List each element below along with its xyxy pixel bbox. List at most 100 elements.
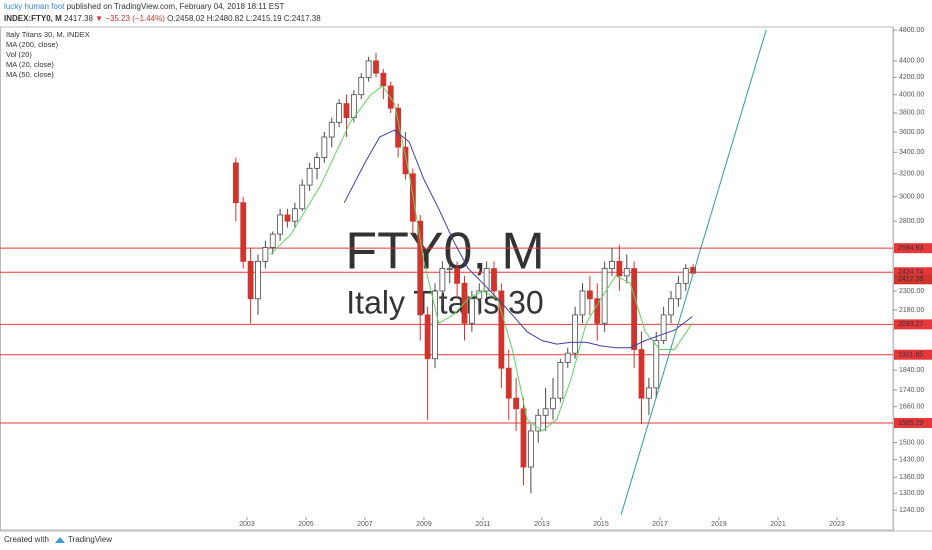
ma-line <box>343 129 693 349</box>
candle-body <box>328 121 335 138</box>
x-tick-label: 2013 <box>534 521 550 528</box>
candle-body <box>601 268 608 324</box>
candle-body <box>513 397 520 410</box>
candle-body <box>623 268 630 277</box>
candle-body <box>668 298 674 316</box>
x-tick-label: 2017 <box>652 521 668 528</box>
legend-entry: MA (20, close) <box>6 60 54 69</box>
level-label: 2594.93 <box>898 245 923 252</box>
level-label: 2424.74 <box>898 269 923 276</box>
candle-body <box>395 107 402 148</box>
candle-body <box>269 233 276 248</box>
footer-brand[interactable]: TradingView <box>68 535 112 544</box>
header-line-1: lucky human foot published on TradingVie… <box>4 2 284 11</box>
footer-created: Created with <box>4 535 49 544</box>
ohlc-high: H:2480.82 <box>207 14 244 23</box>
level-tag <box>894 267 932 278</box>
y-tick-label: 2300.00 <box>899 288 924 295</box>
candle-body <box>365 60 372 78</box>
symbol: INDEX:FTY0, M <box>4 14 62 23</box>
level-tag <box>894 417 932 428</box>
level-label: 1921.65 <box>898 352 923 359</box>
ohlc-open: O:2458.02 <box>167 14 205 23</box>
y-tick-label: 4000.00 <box>899 92 924 99</box>
candle-body <box>579 290 586 316</box>
candle-body <box>498 290 505 369</box>
candle-body <box>343 103 350 118</box>
candle-body <box>373 60 379 74</box>
candle-body <box>638 349 645 399</box>
legend-entry: Vol (20) <box>6 50 32 59</box>
candle-body <box>232 162 239 204</box>
y-tick-label: 3800.00 <box>899 110 924 117</box>
candle-body <box>402 146 409 175</box>
y-tick-label: 1300.00 <box>899 490 924 497</box>
candle-body <box>535 414 542 432</box>
level-label: 1585.29 <box>898 420 923 427</box>
author[interactable]: lucky human foot <box>4 2 65 11</box>
price-tag <box>894 274 932 285</box>
y-tick-label: 1430.00 <box>899 456 924 463</box>
candle-body <box>240 202 247 262</box>
x-tick-label: 2011 <box>475 521 490 528</box>
candle-body <box>682 268 689 284</box>
y-tick-label: 2180.00 <box>899 307 924 314</box>
candle-body <box>336 103 343 123</box>
candle-body <box>631 268 638 350</box>
x-tick-label: 2023 <box>829 521 845 528</box>
y-tick-label: 3000.00 <box>899 194 924 201</box>
ohlc-close: C:2417.38 <box>284 14 321 23</box>
change: ▼ −35.23 (−1.44%) <box>95 14 165 23</box>
brand-icon <box>55 537 65 543</box>
candle-body <box>446 268 453 270</box>
x-tick-label: 2007 <box>357 521 373 528</box>
candle-body <box>247 260 254 300</box>
ma-line <box>270 85 693 432</box>
y-tick-label: 3600.00 <box>899 129 924 136</box>
candle-body <box>255 260 261 300</box>
trendline <box>620 29 767 515</box>
candle-body <box>387 85 394 109</box>
candle-body <box>476 290 483 300</box>
candle-body <box>454 268 461 284</box>
y-tick-label: 4200.00 <box>899 74 924 81</box>
y-tick-label: 1500.00 <box>899 439 924 446</box>
candle-body <box>424 314 431 360</box>
x-tick-label: 2015 <box>593 521 609 528</box>
legend-entry: MA (200, close) <box>6 40 59 49</box>
x-tick-label: 2005 <box>298 521 314 528</box>
candle-body <box>675 282 682 300</box>
candle-body <box>417 220 424 316</box>
published: published on TradingView.com, February 0… <box>67 2 285 11</box>
candle-body <box>594 298 601 324</box>
candle-body <box>505 367 512 399</box>
x-tick-label: 2003 <box>239 521 255 528</box>
candle-body <box>527 430 534 468</box>
level-tag <box>894 349 932 360</box>
y-tick-label: 1660.00 <box>899 403 924 410</box>
candle-body <box>262 247 269 262</box>
candle-body <box>520 408 527 468</box>
candle-body <box>299 184 306 210</box>
candle-body <box>660 314 667 341</box>
candle-body <box>491 268 497 292</box>
last: 2417.38 <box>64 14 93 23</box>
candle-body <box>542 408 549 416</box>
y-tick-label: 4400.00 <box>899 58 924 65</box>
candle-body <box>432 290 438 360</box>
candle-body <box>572 314 579 354</box>
candle-body <box>483 268 490 292</box>
y-tick-label: 1840.00 <box>899 367 924 374</box>
candle-body <box>284 214 291 222</box>
candle-body <box>609 260 615 269</box>
candle-body <box>306 167 313 186</box>
price-label: 2417.38 <box>898 276 923 283</box>
legend-entry: Italy Titans 30, M, INDEX <box>6 30 90 39</box>
candle-body <box>321 136 328 158</box>
candle-body <box>468 298 475 324</box>
level-label: 2093.27 <box>898 321 923 328</box>
candle-body <box>291 208 298 222</box>
